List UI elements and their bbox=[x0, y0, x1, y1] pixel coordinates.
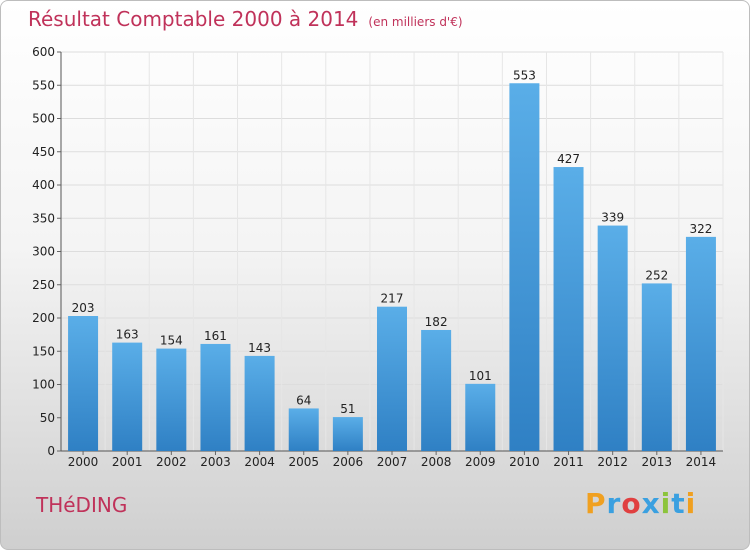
data-label: 101 bbox=[469, 369, 492, 383]
logo-letter: t bbox=[671, 487, 686, 520]
x-tick-label: 2004 bbox=[244, 455, 275, 469]
bar bbox=[553, 167, 584, 452]
bars bbox=[68, 83, 716, 452]
y-tick-label: 150 bbox=[32, 344, 55, 358]
x-tick-label: 2010 bbox=[509, 455, 540, 469]
chart-title: Résultat Comptable 2000 à 2014 (en millie… bbox=[28, 7, 463, 31]
x-tick-label: 2006 bbox=[333, 455, 364, 469]
data-label: 217 bbox=[381, 292, 404, 306]
bar bbox=[377, 306, 407, 451]
logo-letter: r bbox=[606, 487, 622, 520]
bar bbox=[288, 408, 319, 451]
x-tick-label: 2009 bbox=[465, 455, 496, 469]
data-label: 64 bbox=[296, 393, 311, 407]
data-label: 182 bbox=[425, 315, 448, 329]
logo-letter: o bbox=[621, 487, 642, 520]
logo-letter: x bbox=[641, 487, 661, 520]
labels: 203 2000 163 2001 154 2002 161 2003 143 2004 64 200… bbox=[68, 68, 716, 469]
y-tick-label: 200 bbox=[32, 311, 55, 325]
bar bbox=[200, 343, 231, 451]
x-tick-label: 2001 bbox=[112, 455, 143, 469]
x-tick-label: 2008 bbox=[421, 455, 452, 469]
data-label: 154 bbox=[160, 334, 183, 348]
y-tick-label: 450 bbox=[32, 145, 55, 159]
data-label: 143 bbox=[248, 341, 271, 355]
bar bbox=[465, 383, 496, 451]
x-tick-label: 2002 bbox=[156, 455, 187, 469]
bar bbox=[332, 417, 363, 451]
data-label: 553 bbox=[513, 68, 536, 82]
y-tick-label: 400 bbox=[32, 178, 55, 192]
bar bbox=[421, 329, 452, 451]
x-tick-label: 2011 bbox=[553, 455, 584, 469]
data-label: 322 bbox=[689, 222, 712, 236]
logo-letter: i bbox=[685, 487, 697, 520]
data-label: 161 bbox=[204, 329, 227, 343]
y-tick-label: 250 bbox=[32, 278, 55, 292]
y-tick-label: 600 bbox=[32, 45, 55, 59]
y-tick-label: 500 bbox=[32, 112, 55, 126]
y-tick-label: 550 bbox=[32, 78, 55, 92]
x-tick-label: 2003 bbox=[200, 455, 231, 469]
bar bbox=[641, 283, 672, 451]
city-name: THéDING bbox=[36, 493, 128, 517]
bar bbox=[685, 236, 716, 451]
data-label: 427 bbox=[557, 152, 580, 166]
data-label: 51 bbox=[340, 402, 355, 416]
y-tick-label: 100 bbox=[32, 378, 55, 392]
bar bbox=[509, 83, 540, 451]
bar bbox=[112, 342, 143, 451]
logo-letter: i bbox=[660, 487, 672, 520]
x-tick-label: 2013 bbox=[642, 455, 673, 469]
chart-subtitle: (en milliers d'€) bbox=[368, 15, 463, 29]
data-label: 203 bbox=[72, 301, 95, 315]
logo-letter: P bbox=[585, 487, 607, 520]
x-tick-label: 2005 bbox=[288, 455, 319, 469]
x-tick-label: 2000 bbox=[68, 455, 99, 469]
bar bbox=[597, 225, 628, 451]
proxiti-logo: Proxiti bbox=[585, 487, 696, 520]
y-tick-label: 0 bbox=[47, 444, 55, 458]
y-tick-label: 300 bbox=[32, 245, 55, 259]
bar bbox=[244, 355, 275, 451]
data-label: 252 bbox=[645, 268, 668, 282]
x-tick-label: 2007 bbox=[377, 455, 408, 469]
y-tick-label: 50 bbox=[40, 411, 55, 425]
data-label: 163 bbox=[116, 328, 139, 342]
x-tick-label: 2012 bbox=[597, 455, 628, 469]
y-tick-label: 350 bbox=[32, 211, 55, 225]
bar bbox=[68, 316, 99, 451]
chart-title-text: Résultat Comptable 2000 à 2014 bbox=[28, 7, 359, 31]
data-label: 339 bbox=[601, 211, 624, 225]
bar bbox=[156, 348, 187, 451]
x-tick-label: 2014 bbox=[686, 455, 717, 469]
